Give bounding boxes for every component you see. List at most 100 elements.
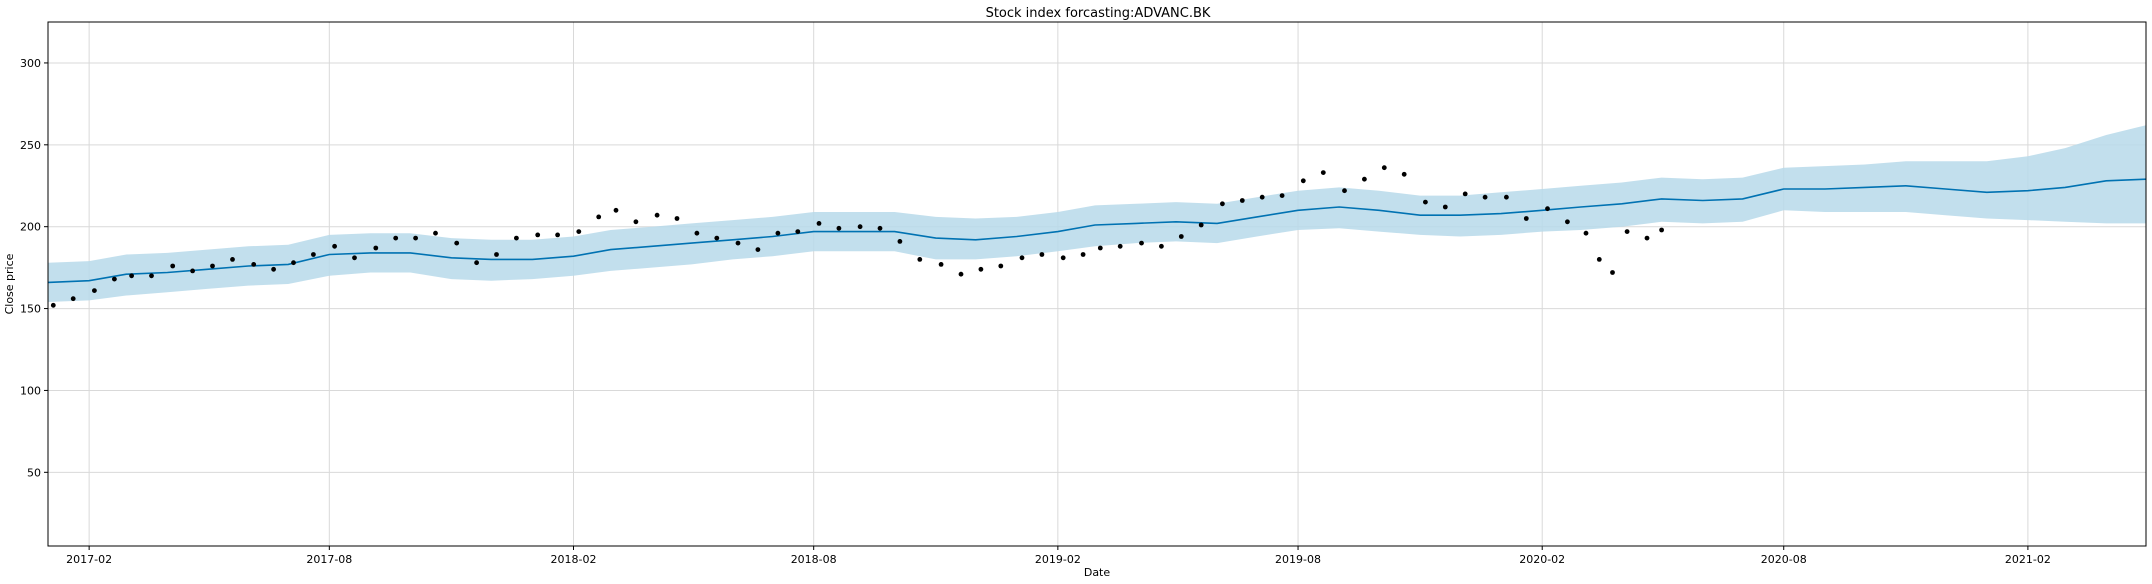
observed-point: [1342, 188, 1347, 194]
plot-frame: [47, 21, 2147, 547]
observed-point: [1198, 222, 1204, 228]
observed-point: [210, 263, 215, 269]
uncertainty-interval-band: [48, 125, 2146, 302]
observed-point: [1097, 245, 1103, 251]
y-tick-label: 50: [27, 466, 41, 479]
observed-point: [576, 229, 582, 235]
observed-point: [170, 263, 176, 269]
observed-point: [795, 229, 801, 235]
observed-point: [70, 296, 76, 302]
observed-points: [50, 165, 1664, 308]
observed-point: [958, 271, 964, 277]
observed-point: [1080, 252, 1086, 257]
observed-point: [494, 252, 499, 257]
observed-point: [877, 225, 883, 231]
observed-point: [897, 239, 903, 244]
observed-point: [1624, 229, 1630, 235]
observed-point: [1259, 194, 1265, 200]
grid-layer: [48, 22, 2146, 546]
observed-point: [1178, 234, 1184, 239]
observed-point: [514, 235, 519, 241]
observed-point: [775, 230, 781, 236]
x-axis-ticks: 2017-02 2017-08 2018-02 2018-08 2019-02 2019-…: [66, 546, 2051, 566]
observed-point: [454, 240, 460, 246]
y-tick-label: 150: [20, 303, 41, 316]
x-tick-label: 2020-02: [1519, 553, 1565, 566]
observed-point: [674, 216, 680, 221]
x-tick-label: 2019-02: [1035, 553, 1081, 566]
x-tick-label: 2017-08: [306, 553, 352, 566]
observed-point: [816, 221, 822, 226]
observed-point: [857, 224, 863, 230]
observed-point: [1039, 252, 1045, 257]
observed-point: [373, 245, 379, 251]
observed-point: [1659, 227, 1664, 233]
observed-point: [474, 260, 479, 266]
observed-point: [332, 243, 337, 249]
observed-point: [1139, 240, 1144, 246]
observed-point: [735, 240, 741, 246]
observed-point: [836, 225, 842, 231]
y-tick-label: 100: [20, 384, 41, 397]
observed-point: [1565, 219, 1570, 225]
observed-point: [1462, 191, 1468, 197]
y-axis-ticks: 50 100 150 200 250 300: [20, 57, 48, 479]
y-tick-label: 200: [20, 221, 41, 234]
observed-point: [1644, 235, 1650, 241]
observed-point: [917, 257, 923, 262]
observed-point: [1482, 194, 1488, 200]
observed-point: [555, 232, 560, 238]
observed-point: [1381, 165, 1387, 171]
observed-point: [92, 288, 97, 293]
observed-point: [1320, 170, 1326, 176]
observed-point: [1117, 243, 1123, 249]
observed-point: [998, 263, 1004, 269]
observed-point: [271, 266, 276, 272]
observed-point: [1239, 198, 1245, 203]
observed-point: [654, 212, 660, 218]
observed-point: [613, 207, 619, 213]
observed-point: [1423, 199, 1428, 205]
observed-point: [352, 255, 357, 261]
observed-point: [978, 266, 984, 272]
observed-point: [633, 219, 639, 225]
observed-point: [1060, 255, 1066, 261]
y-tick-label: 250: [20, 139, 41, 152]
x-tick-label: 2020-08: [1761, 553, 1807, 566]
forecast-line: [47, 178, 2147, 284]
observed-point: [1362, 176, 1367, 182]
x-tick-label: 2018-08: [791, 553, 837, 566]
observed-point: [694, 230, 700, 236]
observed-point: [1279, 193, 1285, 199]
observed-point: [230, 257, 235, 262]
observed-point: [149, 273, 154, 279]
x-tick-label: 2017-02: [66, 553, 112, 566]
observed-point: [112, 276, 117, 282]
observed-point: [190, 268, 196, 274]
observed-point: [535, 232, 541, 238]
x-tick-label: 2018-02: [551, 553, 597, 566]
observed-point: [1583, 230, 1589, 236]
observed-point: [1159, 243, 1164, 249]
observed-point: [1442, 204, 1448, 210]
observed-point: [938, 262, 944, 267]
observed-point: [251, 262, 257, 267]
observed-point: [1401, 171, 1407, 177]
observed-point: [1545, 206, 1550, 212]
observed-point: [433, 230, 438, 236]
observed-point: [291, 260, 296, 266]
observed-point: [1523, 216, 1529, 221]
y-axis-label: Close price: [3, 253, 16, 314]
observed-point: [1596, 257, 1602, 262]
observed-point: [1504, 194, 1509, 200]
observed-point: [413, 235, 418, 241]
y-tick-label: 300: [20, 57, 41, 70]
observed-point: [1220, 201, 1225, 207]
chart-title: Stock index forcasting:ADVANC.BK: [986, 6, 1211, 21]
observed-point: [714, 235, 720, 241]
observed-point: [311, 252, 316, 257]
x-tick-label: 2019-08: [1275, 553, 1321, 566]
observed-point: [393, 235, 399, 241]
observed-point: [755, 247, 761, 253]
